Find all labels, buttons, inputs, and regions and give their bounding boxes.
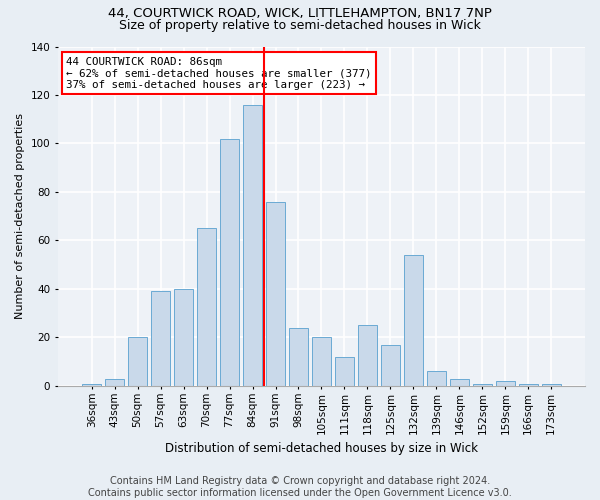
Text: Size of property relative to semi-detached houses in Wick: Size of property relative to semi-detach… (119, 19, 481, 32)
Bar (380, 345, 400, 386)
Bar (358, 326, 377, 386)
Bar (220, 138, 239, 386)
Bar (197, 228, 217, 386)
Bar (174, 289, 193, 386)
X-axis label: Distribution of semi-detached houses by size in Wick: Distribution of semi-detached houses by … (165, 442, 478, 455)
Bar (449, 378, 469, 386)
Bar (266, 202, 285, 386)
Bar (105, 378, 124, 386)
Bar (427, 372, 446, 386)
Bar (542, 384, 561, 386)
Bar (82, 384, 101, 386)
Text: 44, COURTWICK ROAD, WICK, LITTLEHAMPTON, BN17 7NP: 44, COURTWICK ROAD, WICK, LITTLEHAMPTON,… (108, 8, 492, 20)
Bar (473, 384, 492, 386)
Bar (496, 381, 515, 386)
Text: 44 COURTWICK ROAD: 86sqm
← 62% of semi-detached houses are smaller (377)
37% of : 44 COURTWICK ROAD: 86sqm ← 62% of semi-d… (66, 56, 371, 90)
Bar (335, 357, 354, 386)
Bar (243, 104, 262, 386)
Text: Contains HM Land Registry data © Crown copyright and database right 2024.
Contai: Contains HM Land Registry data © Crown c… (88, 476, 512, 498)
Bar (128, 338, 148, 386)
Bar (151, 292, 170, 386)
Bar (312, 338, 331, 386)
Bar (404, 255, 423, 386)
Bar (289, 328, 308, 386)
Y-axis label: Number of semi-detached properties: Number of semi-detached properties (15, 113, 25, 319)
Bar (518, 384, 538, 386)
